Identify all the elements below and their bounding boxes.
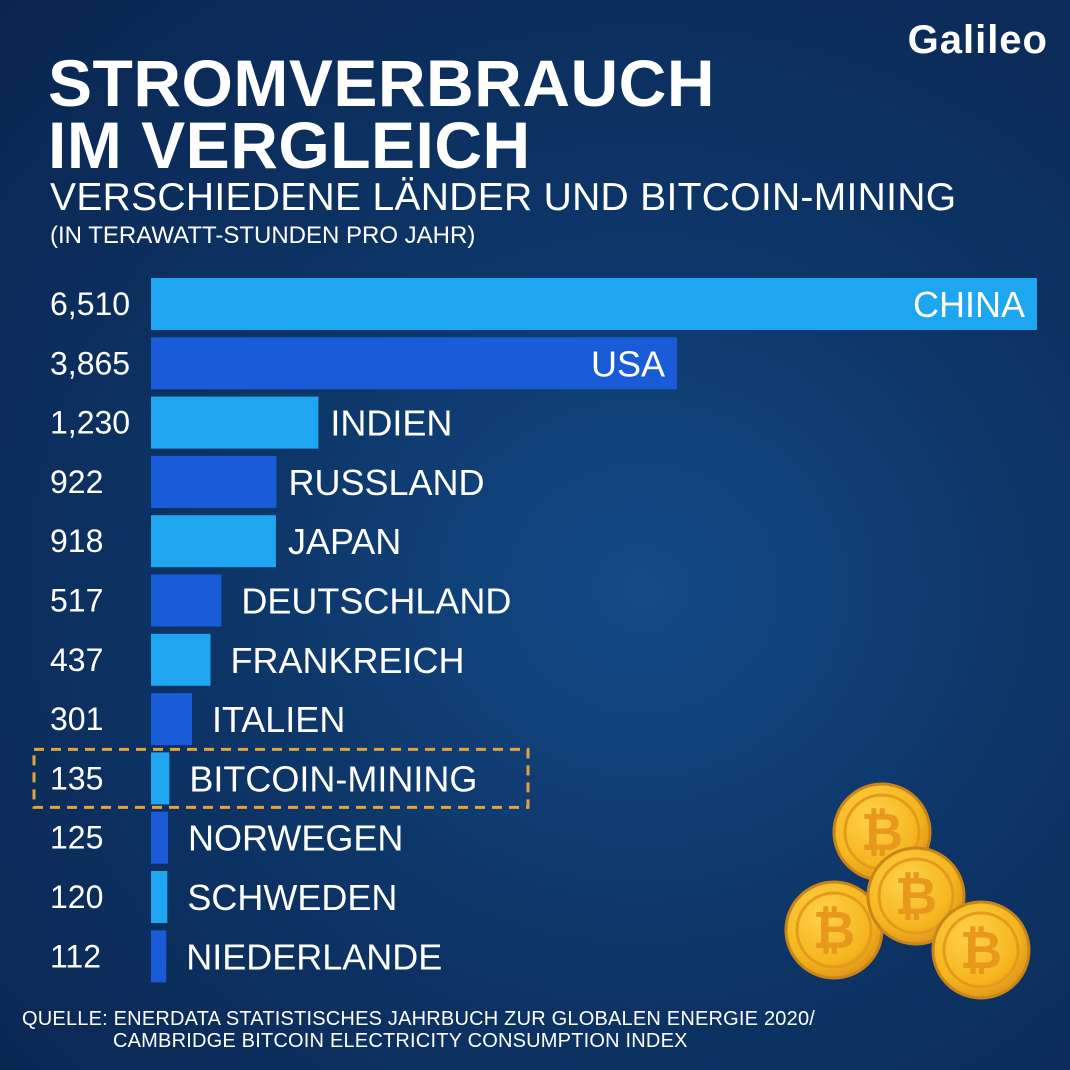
value-label-indien: 1,230	[50, 405, 130, 441]
value-label-japan: 918	[50, 523, 103, 559]
bar-russland	[151, 455, 277, 508]
source-note: QUELLE: ENERDATA STATISTISCHES JAHRBUCH …	[22, 1008, 815, 1052]
category-label-usa: USA	[591, 343, 665, 384]
bar-schweden	[151, 871, 168, 923]
title-line-2: IM VERGLEICH	[48, 108, 531, 182]
value-label-bitcoin-mining: 135	[50, 760, 103, 796]
bar-china	[151, 278, 1037, 330]
value-label-china: 6,510	[50, 286, 130, 322]
chart-title: STROMVERBRAUCH IM VERGLEICH	[48, 46, 715, 182]
value-label-russland: 922	[50, 464, 103, 500]
bitcoin-coin-icon: ₿	[784, 880, 884, 980]
category-label-deutschland: DEUTSCHLAND	[241, 581, 511, 622]
title-line-1: STROMVERBRAUCH	[48, 46, 715, 120]
category-label-bitcoin-mining: BITCOIN-MINING	[189, 758, 477, 799]
bitcoin-coin-icon: ₿	[931, 900, 1031, 1000]
bitcoin-coins-icon: ₿ ₿ ₿ ₿	[784, 782, 1031, 1000]
category-label-frankreich: FRANKREICH	[230, 640, 464, 681]
bar-italien	[151, 693, 192, 746]
bar-indien	[151, 396, 319, 449]
bitcoin-coin-icon: ₿	[866, 846, 966, 946]
chart-subtitle: VERSCHIEDENE LÄNDER UND BITCOIN-MINING	[50, 176, 957, 219]
category-label-japan: JAPAN	[288, 521, 401, 562]
category-label-indien: INDIEN	[330, 403, 452, 444]
value-label-usa: 3,865	[50, 345, 130, 381]
bar-japan	[151, 515, 276, 568]
value-label-schweden: 120	[50, 879, 103, 915]
bar-frankreich	[151, 633, 211, 686]
category-label-italien: ITALIEN	[212, 699, 345, 740]
category-label-schweden: SCHWEDEN	[187, 877, 397, 918]
highlight-box-bitcoin-mining	[32, 747, 530, 809]
category-label-russland: RUSSLAND	[288, 462, 484, 503]
source-line-2: CAMBRIDGE BITCOIN ELECTRICITY CONSUMPTIO…	[113, 1030, 688, 1052]
bar-norwegen	[151, 811, 169, 864]
category-label-niederlande: NIEDERLANDE	[186, 936, 442, 977]
value-label-norwegen: 125	[50, 820, 103, 856]
category-label-norwegen: NORWEGEN	[188, 818, 403, 859]
svg-text:₿: ₿	[895, 867, 937, 927]
svg-text:₿: ₿	[813, 901, 855, 961]
svg-text:₿: ₿	[960, 921, 1002, 981]
category-label-china: CHINA	[913, 284, 1025, 325]
value-label-frankreich: 437	[50, 642, 103, 678]
source-line-1: QUELLE: ENERDATA STATISTISCHES JAHRBUCH …	[22, 1008, 816, 1030]
bar-bitcoin-mining	[151, 752, 170, 805]
bar-usa	[151, 337, 678, 390]
bar-niederlande	[151, 930, 167, 983]
bar-deutschland	[151, 574, 222, 627]
galileo-logo: Galileo	[907, 18, 1048, 62]
value-label-italien: 301	[50, 701, 103, 737]
value-label-deutschland: 517	[50, 583, 103, 619]
unit-label: (IN TERAWATT-STUNDEN PRO JAHR)	[50, 222, 476, 249]
value-label-niederlande: 112	[50, 938, 101, 974]
